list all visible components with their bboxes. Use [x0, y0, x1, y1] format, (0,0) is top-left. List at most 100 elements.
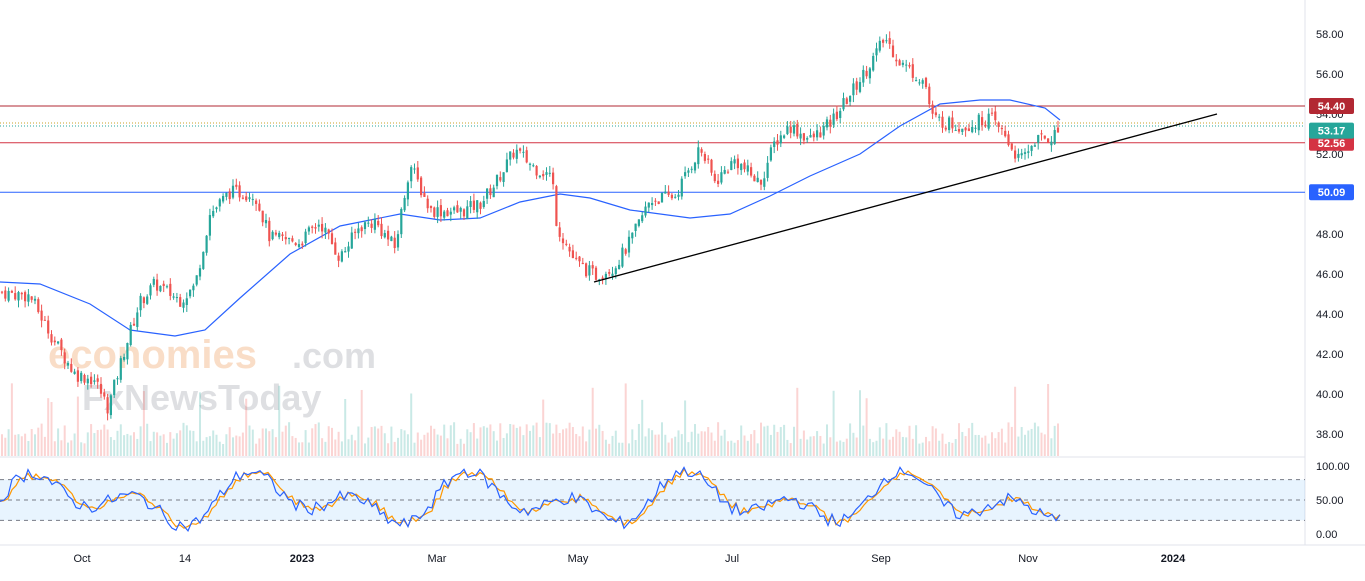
candle-body [142, 297, 145, 304]
candle-body [911, 64, 914, 78]
volume-bar [713, 440, 716, 456]
volume-bar [324, 441, 327, 456]
candle-body [40, 310, 43, 321]
volume-bar [383, 433, 386, 456]
candle-body [17, 292, 20, 301]
candle-body [334, 242, 337, 255]
volume-bar [397, 437, 399, 456]
candle-body [726, 171, 730, 173]
volume-bar [779, 427, 782, 456]
candle-body [271, 231, 274, 240]
volume-bar [182, 422, 185, 456]
volume-bar [753, 430, 756, 456]
volume-bar [109, 437, 112, 456]
volume-bar [644, 436, 647, 456]
volume-bar [90, 424, 93, 456]
volume-bar [515, 427, 518, 456]
stoch-tick-label: 50.00 [1316, 495, 1344, 507]
candle-body [882, 39, 885, 43]
volume-bar [901, 436, 904, 456]
volume-bar [948, 442, 951, 456]
price-badge-label: 54.40 [1318, 101, 1346, 113]
candle-body [568, 246, 571, 252]
candle-body [83, 374, 86, 383]
candle-body [565, 243, 568, 245]
volume-bar [149, 441, 152, 456]
candle-body [393, 237, 396, 249]
volume-bar [859, 390, 861, 456]
candle-body [868, 68, 871, 79]
volume-bar [964, 436, 967, 456]
candle-body [555, 186, 558, 226]
volume-bar [423, 434, 426, 456]
volume-bar [354, 440, 357, 456]
candle-body [96, 378, 99, 382]
volume-bar [261, 428, 264, 456]
candle-body [363, 222, 367, 230]
volume-bar [327, 426, 330, 456]
volume-bar [967, 428, 970, 456]
candle-body [525, 150, 528, 163]
candle-body [720, 172, 723, 183]
volume-bar [357, 426, 360, 456]
volume-bar [60, 440, 63, 456]
candle-body [849, 95, 852, 102]
candle-body [423, 193, 426, 197]
volume-bar [502, 437, 505, 456]
volume-bar [205, 437, 208, 456]
candle-body [301, 243, 304, 246]
candle-body [753, 175, 756, 182]
volume-bar [938, 440, 941, 456]
candle-body [634, 223, 637, 231]
volume-bar [73, 433, 76, 456]
volume-bar [865, 398, 868, 456]
candle-body [611, 273, 614, 277]
candle-body [730, 161, 733, 171]
volume-bar [697, 433, 700, 456]
candle-body [588, 265, 591, 276]
volume-bar [789, 443, 792, 456]
volume-bar [288, 422, 291, 456]
time-tick-label: 2024 [1161, 553, 1186, 565]
volume-bar [426, 432, 429, 456]
volume-bar [842, 441, 845, 456]
volume-bar [162, 434, 165, 456]
volume-bar [492, 431, 495, 456]
volume-bar [479, 427, 482, 456]
candle-body [459, 207, 462, 212]
candle-body [53, 340, 56, 343]
volume-bar [997, 432, 1000, 456]
volume-bar [175, 433, 178, 456]
candle-body [228, 191, 231, 200]
candle-body [222, 195, 225, 202]
candle-body [931, 104, 934, 114]
volume-bar [218, 441, 221, 456]
candle-body [57, 341, 60, 344]
volume-bar [1027, 430, 1030, 456]
candle-body [499, 177, 502, 181]
watermark-economies: economies [48, 333, 257, 377]
candle-body [66, 362, 70, 366]
candle-body [585, 263, 588, 277]
volume-bar [456, 443, 459, 456]
candle-body [70, 363, 73, 372]
candle-body [367, 222, 370, 224]
candle-body [552, 172, 555, 185]
candle-body [1047, 138, 1050, 143]
volume-bar [621, 442, 624, 456]
stoch-tick-label: 0.00 [1316, 529, 1337, 541]
candle-body [314, 227, 317, 229]
candle-body [172, 296, 175, 298]
candle-body [10, 291, 13, 293]
candle-body [773, 141, 776, 148]
candle-body [908, 65, 911, 67]
candle-body [30, 296, 33, 300]
volume-bar [614, 430, 617, 456]
volume-bar [750, 434, 753, 456]
candle-body [680, 178, 683, 197]
volume-bar [703, 431, 706, 456]
candle-body [132, 323, 136, 326]
candle-body [614, 268, 617, 275]
volume-bar [971, 422, 974, 456]
volume-bar [192, 430, 195, 456]
